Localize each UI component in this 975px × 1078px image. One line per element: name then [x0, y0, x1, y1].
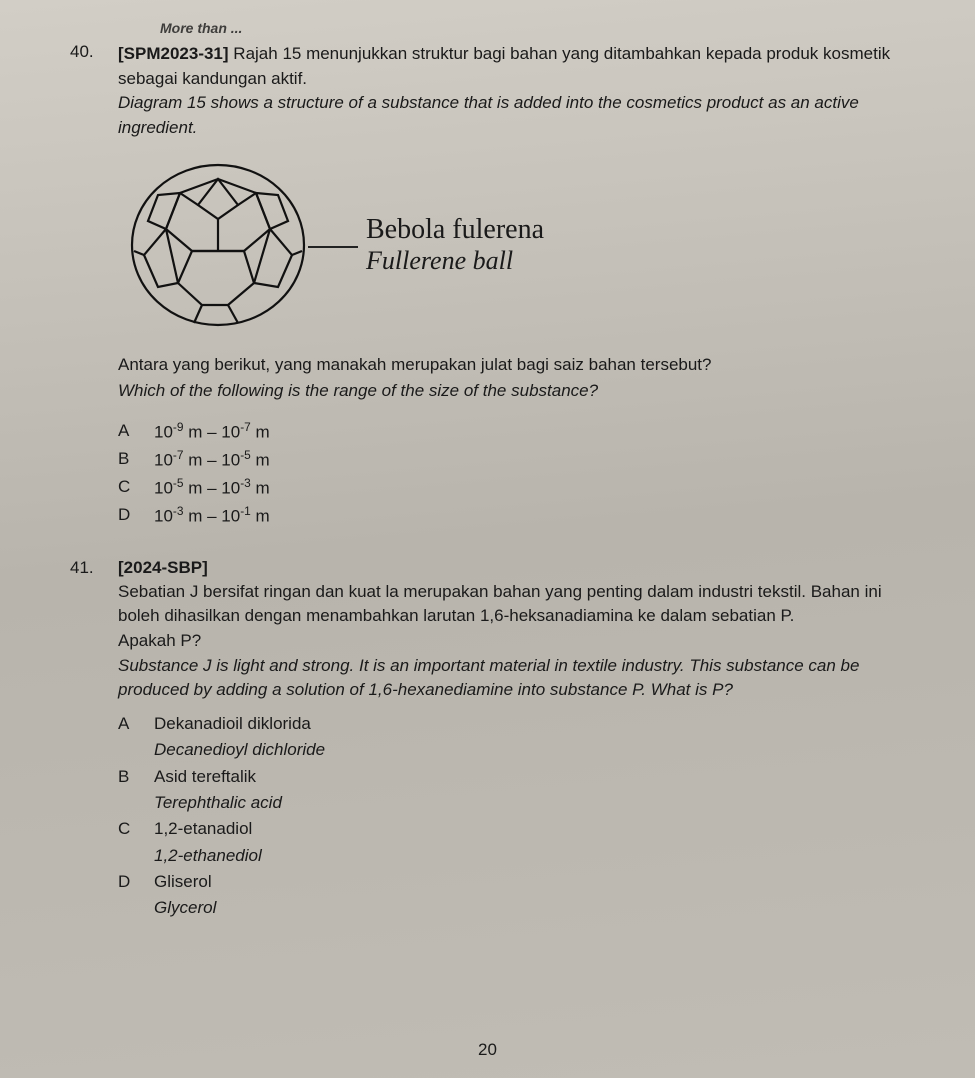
cutoff-text: More than ... [160, 20, 915, 36]
diagram-label-en: Fullerene ball [366, 246, 544, 276]
option-letter: B [118, 446, 154, 474]
option-spacer [118, 737, 154, 763]
q41-options: ADekanadioil dikloridaDecanedioyl dichlo… [118, 711, 915, 922]
q41-lead-en: Substance J is light and strong. It is a… [118, 654, 915, 703]
option-text-en: Decanedioyl dichloride [154, 737, 915, 763]
q41-ask-ms: Apakah P? [118, 629, 915, 654]
q41-tag: [2024-SBP] [118, 558, 915, 578]
option-text-ms: Asid tereftalik [154, 764, 915, 790]
option-row[interactable]: D10-3 m – 10-1 m [118, 502, 915, 530]
option-row-en: Decanedioyl dichloride [118, 737, 915, 763]
option-letter: B [118, 764, 154, 790]
option-spacer [118, 790, 154, 816]
q40-lead-en: Diagram 15 shows a structure of a substa… [118, 91, 915, 140]
label-connector [308, 246, 358, 248]
option-text-ms: Gliserol [154, 869, 915, 895]
q40-follow-ms: Antara yang berikut, yang manakah merupa… [118, 353, 915, 378]
fullerene-icon [118, 155, 318, 335]
q40-diagram: Bebola fulerena Fullerene ball [118, 155, 915, 335]
option-row[interactable]: BAsid tereftalik [118, 764, 915, 790]
option-text: 10-5 m – 10-3 m [154, 474, 915, 502]
option-letter: A [118, 418, 154, 446]
q40-lead-ms-text: Rajah 15 menunjukkan struktur bagi bahan… [118, 44, 890, 88]
q41-number: 41. [70, 558, 118, 578]
q40-lead-ms: [SPM2023-31] Rajah 15 menunjukkan strukt… [118, 42, 915, 91]
option-text: 10-7 m – 10-5 m [154, 446, 915, 474]
question-41: 41. [2024-SBP] Sebatian J bersifat ringa… [70, 558, 915, 922]
option-row[interactable]: A10-9 m – 10-7 m [118, 418, 915, 446]
option-row-en: Terephthalic acid [118, 790, 915, 816]
option-letter: A [118, 711, 154, 737]
diagram-label-ms: Bebola fulerena [366, 214, 544, 246]
option-row-en: Glycerol [118, 895, 915, 921]
page: More than ... 40. [SPM2023-31] Rajah 15 … [0, 0, 975, 1078]
option-text: 10-9 m – 10-7 m [154, 418, 915, 446]
option-text-en: Glycerol [154, 895, 915, 921]
option-row[interactable]: C1,2-etanadiol [118, 816, 915, 842]
option-spacer [118, 843, 154, 869]
option-text-ms: 1,2-etanadiol [154, 816, 915, 842]
option-row[interactable]: B10-7 m – 10-5 m [118, 446, 915, 474]
option-letter: D [118, 869, 154, 895]
q40-tag: [SPM2023-31] [118, 44, 229, 63]
option-letter: C [118, 816, 154, 842]
option-letter: D [118, 502, 154, 530]
q40-follow-en: Which of the following is the range of t… [118, 379, 915, 404]
q41-lead-ms: Sebatian J bersifat ringan dan kuat la m… [118, 580, 915, 629]
option-text-en: 1,2-ethanediol [154, 843, 915, 869]
q40-options: A10-9 m – 10-7 mB10-7 m – 10-5 mC10-5 m … [118, 418, 915, 530]
option-text-ms: Dekanadioil diklorida [154, 711, 915, 737]
option-row[interactable]: DGliserol [118, 869, 915, 895]
q40-number: 40. [70, 42, 118, 62]
option-row-en: 1,2-ethanediol [118, 843, 915, 869]
option-row[interactable]: C10-5 m – 10-3 m [118, 474, 915, 502]
option-spacer [118, 895, 154, 921]
option-text-en: Terephthalic acid [154, 790, 915, 816]
page-number: 20 [0, 1040, 975, 1060]
option-row[interactable]: ADekanadioil diklorida [118, 711, 915, 737]
option-letter: C [118, 474, 154, 502]
question-40: 40. [SPM2023-31] Rajah 15 menunjukkan st… [70, 42, 915, 530]
option-text: 10-3 m – 10-1 m [154, 502, 915, 530]
